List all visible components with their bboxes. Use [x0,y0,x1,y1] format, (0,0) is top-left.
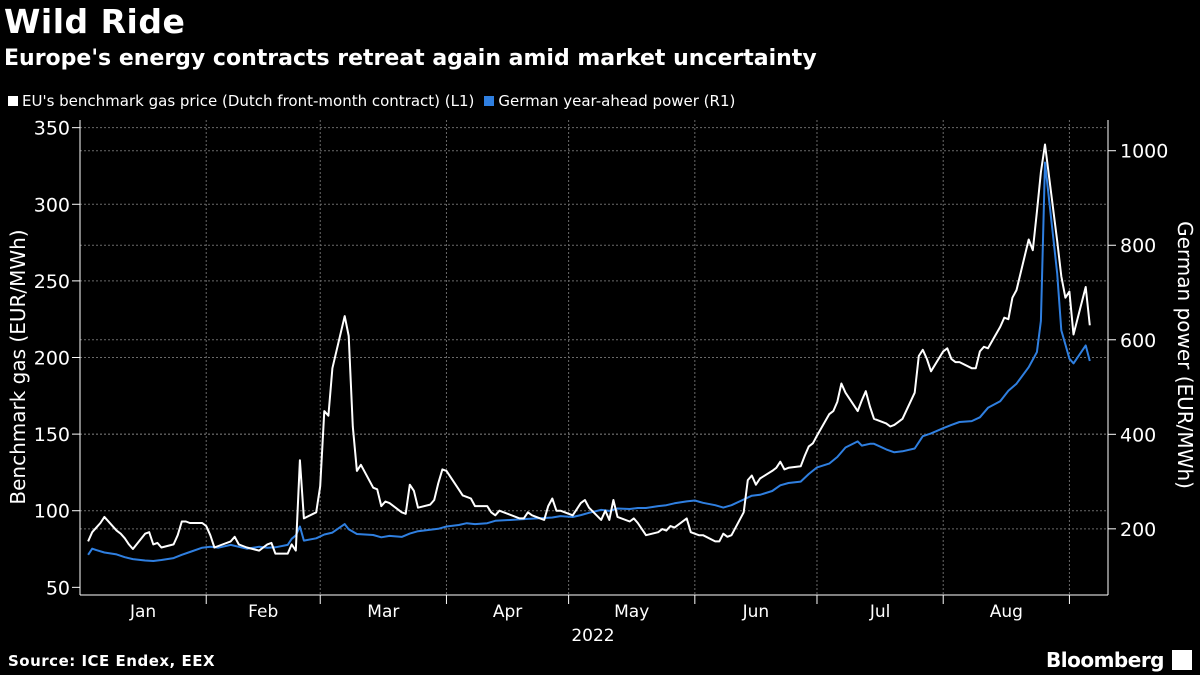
left-axis-label: Benchmark gas (EUR/MWh) [6,229,30,504]
legend: EU's benchmark gas price (Dutch front-mo… [8,92,735,110]
bloomberg-logo-text: Bloomberg [1046,648,1164,672]
tick-label-month-jul: Jul [869,602,891,622]
legend-swatch-power [484,96,495,106]
tick-label-month-jun: Jun [742,602,770,622]
tick-label-left-200: 200 [34,348,70,370]
legend-label-power: German year-ahead power (R1) [498,92,736,110]
grid-lines [80,120,1108,595]
legend-item-power: German year-ahead power (R1) [484,92,735,110]
legend-item-gas: EU's benchmark gas price (Dutch front-mo… [8,92,474,110]
tick-label-month-feb: Feb [248,602,278,622]
tick-label-left-150: 150 [34,424,70,446]
tick-label-month-jan: Jan [129,602,156,622]
tick-label-right-200: 200 [1120,519,1156,541]
tick-label-month-may: May [614,602,649,622]
tick-label-left-250: 250 [34,271,70,293]
chart-subtitle: Europe's energy contracts retreat again … [4,46,817,71]
chart-title: Wild Ride [4,2,186,41]
x-axis-label: 2022 [571,626,614,646]
legend-swatch-gas [8,96,18,106]
tick-label-left-50: 50 [46,577,70,599]
tick-label-month-aug: Aug [990,602,1023,622]
tick-label-left-100: 100 [34,501,70,523]
tick-label-month-mar: Mar [367,602,399,622]
tick-label-right-600: 600 [1120,330,1156,352]
bloomberg-logo-icon [1172,650,1192,670]
right-axis-label: German power (EUR/MWh) [1173,221,1197,489]
tick-label-left-350: 350 [34,118,70,140]
legend-label-gas: EU's benchmark gas price (Dutch front-mo… [22,92,475,110]
tick-label-right-400: 400 [1120,424,1156,446]
axes: 50 100 150 200 250 300 350 200 400 600 800 1000 Jan F… [34,118,1169,622]
tick-label-right-800: 800 [1120,235,1156,257]
source-note: Source: ICE Endex, EEX [8,652,216,670]
tick-label-left-300: 300 [34,194,70,216]
tick-label-month-apr: Apr [493,602,522,622]
series-layer [87,143,1091,562]
series-line-power [87,161,1091,562]
series-line-gas [87,143,1091,555]
tick-label-right-1000: 1000 [1120,141,1168,163]
